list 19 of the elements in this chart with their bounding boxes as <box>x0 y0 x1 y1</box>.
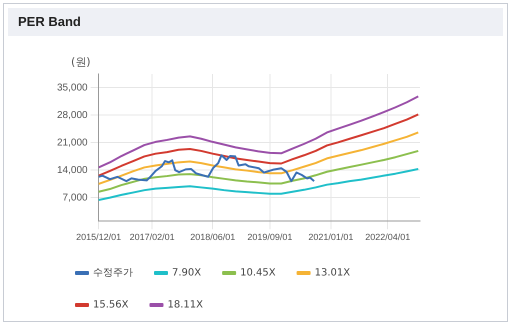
legend-label: 15.56X <box>93 300 129 311</box>
legend-label: 18.11X <box>167 300 204 311</box>
y-tick-label: 35,000 <box>56 82 88 94</box>
legend-label: 13.01X <box>314 268 350 279</box>
legend-label: 7.90X <box>172 268 202 279</box>
legend-label: 10.45X <box>240 268 276 279</box>
x-tick-label: 2017/02/01 <box>130 232 175 242</box>
chart-title: PER Band <box>18 14 81 29</box>
x-tick-label: 2018/06/01 <box>190 232 236 242</box>
y-tick-label: 28,000 <box>56 110 88 121</box>
y-tick-label: 14,000 <box>56 164 88 176</box>
y-axis-title: (원) <box>70 55 91 68</box>
x-tick-label: 2019/09/01 <box>247 232 292 242</box>
x-tick-label: 2015/12/01 <box>76 232 122 242</box>
y-tick-label: 21,000 <box>56 137 88 148</box>
x-tick-label: 2022/04/01 <box>365 232 410 242</box>
x-tick-label: 2021/01/01 <box>308 232 354 242</box>
y-tick-label: 7,000 <box>62 192 88 204</box>
legend-label: 수정주가 <box>93 268 133 279</box>
